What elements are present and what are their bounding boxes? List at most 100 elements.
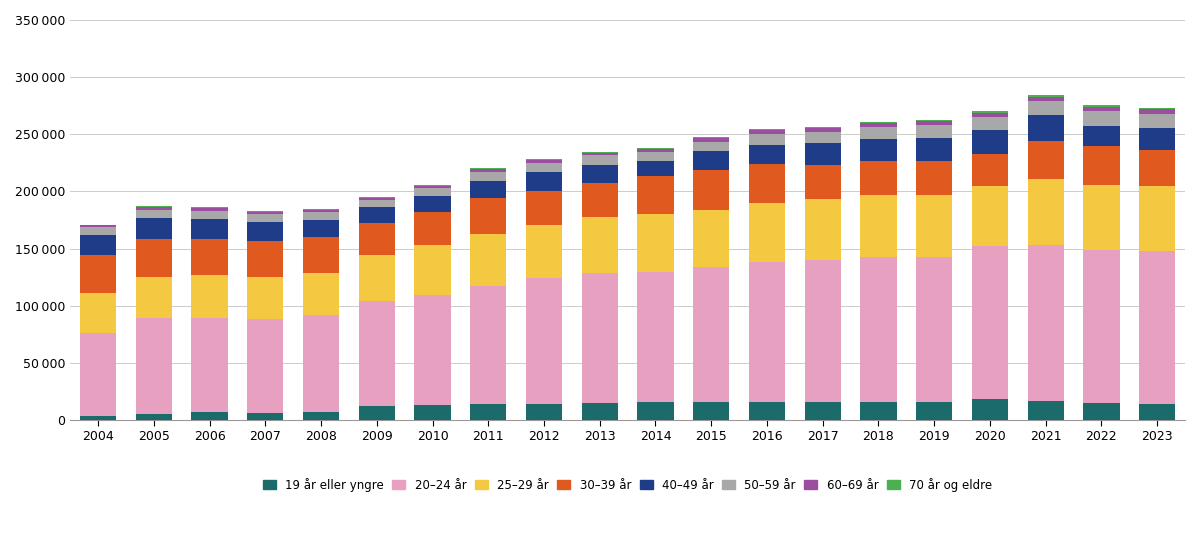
Bar	[136, 414, 172, 420]
Bar	[804, 165, 841, 199]
Bar	[136, 218, 172, 239]
Bar	[359, 406, 395, 420]
Legend: 19 år eller yngre, 20–24 år, 25–29 år, 30–39 år, 40–49 år, 50–59 år, 60–69 år, 7: 19 år eller yngre, 20–24 år, 25–29 år, 3…	[263, 478, 992, 492]
Bar	[247, 212, 283, 214]
Bar	[1027, 244, 1063, 401]
Bar	[972, 246, 1008, 399]
Bar	[470, 404, 506, 420]
Bar	[414, 405, 451, 420]
Bar	[526, 278, 562, 404]
Bar	[1139, 186, 1175, 252]
Bar	[694, 151, 730, 170]
Bar	[302, 412, 340, 420]
Bar	[1084, 250, 1120, 403]
Bar	[860, 139, 896, 161]
Bar	[526, 225, 562, 278]
Bar	[1027, 95, 1063, 96]
Bar	[359, 197, 395, 198]
Bar	[860, 127, 896, 139]
Bar	[749, 134, 785, 145]
Bar	[302, 212, 340, 220]
Bar	[302, 210, 340, 212]
Bar	[972, 399, 1008, 420]
Bar	[247, 214, 283, 222]
Bar	[860, 256, 896, 402]
Bar	[749, 203, 785, 262]
Bar	[804, 128, 841, 132]
Bar	[359, 301, 395, 406]
Bar	[192, 207, 228, 208]
Bar	[694, 137, 730, 138]
Bar	[1027, 179, 1063, 244]
Bar	[302, 315, 340, 412]
Bar	[470, 180, 506, 198]
Bar	[80, 293, 116, 333]
Bar	[972, 112, 1008, 117]
Bar	[582, 164, 618, 183]
Bar	[302, 220, 340, 237]
Bar	[1139, 404, 1175, 420]
Bar	[804, 260, 841, 402]
Bar	[749, 145, 785, 164]
Bar	[302, 237, 340, 272]
Bar	[359, 198, 395, 200]
Bar	[1027, 101, 1063, 116]
Bar	[80, 333, 116, 416]
Bar	[804, 127, 841, 128]
Bar	[916, 402, 953, 420]
Bar	[694, 210, 730, 267]
Bar	[804, 402, 841, 420]
Bar	[860, 122, 896, 123]
Bar	[804, 132, 841, 144]
Bar	[1139, 113, 1175, 128]
Bar	[1084, 125, 1120, 146]
Bar	[247, 241, 283, 277]
Bar	[637, 148, 673, 149]
Bar	[582, 152, 618, 156]
Bar	[192, 211, 228, 219]
Bar	[972, 153, 1008, 186]
Bar	[1084, 403, 1120, 420]
Bar	[1084, 146, 1120, 185]
Bar	[1139, 109, 1175, 113]
Bar	[526, 191, 562, 225]
Bar	[247, 277, 283, 319]
Bar	[302, 209, 340, 210]
Bar	[359, 224, 395, 255]
Bar	[526, 160, 562, 163]
Bar	[470, 168, 506, 169]
Bar	[916, 161, 953, 195]
Bar	[637, 176, 673, 214]
Bar	[749, 402, 785, 420]
Bar	[916, 120, 953, 121]
Bar	[136, 207, 172, 210]
Bar	[582, 156, 618, 164]
Bar	[192, 219, 228, 239]
Bar	[694, 170, 730, 210]
Bar	[860, 123, 896, 127]
Bar	[136, 277, 172, 318]
Bar	[414, 188, 451, 196]
Bar	[192, 276, 228, 318]
Bar	[192, 239, 228, 276]
Bar	[247, 222, 283, 241]
Bar	[972, 111, 1008, 112]
Bar	[359, 255, 395, 301]
Bar	[1027, 116, 1063, 140]
Bar	[694, 402, 730, 420]
Bar	[470, 172, 506, 180]
Bar	[637, 149, 673, 152]
Bar	[80, 255, 116, 293]
Bar	[1027, 401, 1063, 420]
Bar	[637, 402, 673, 420]
Bar	[414, 186, 451, 188]
Bar	[916, 195, 953, 256]
Bar	[526, 172, 562, 191]
Bar	[1027, 96, 1063, 101]
Bar	[80, 227, 116, 236]
Bar	[470, 234, 506, 286]
Bar	[526, 163, 562, 172]
Bar	[1084, 111, 1120, 125]
Bar	[1139, 108, 1175, 109]
Bar	[470, 169, 506, 172]
